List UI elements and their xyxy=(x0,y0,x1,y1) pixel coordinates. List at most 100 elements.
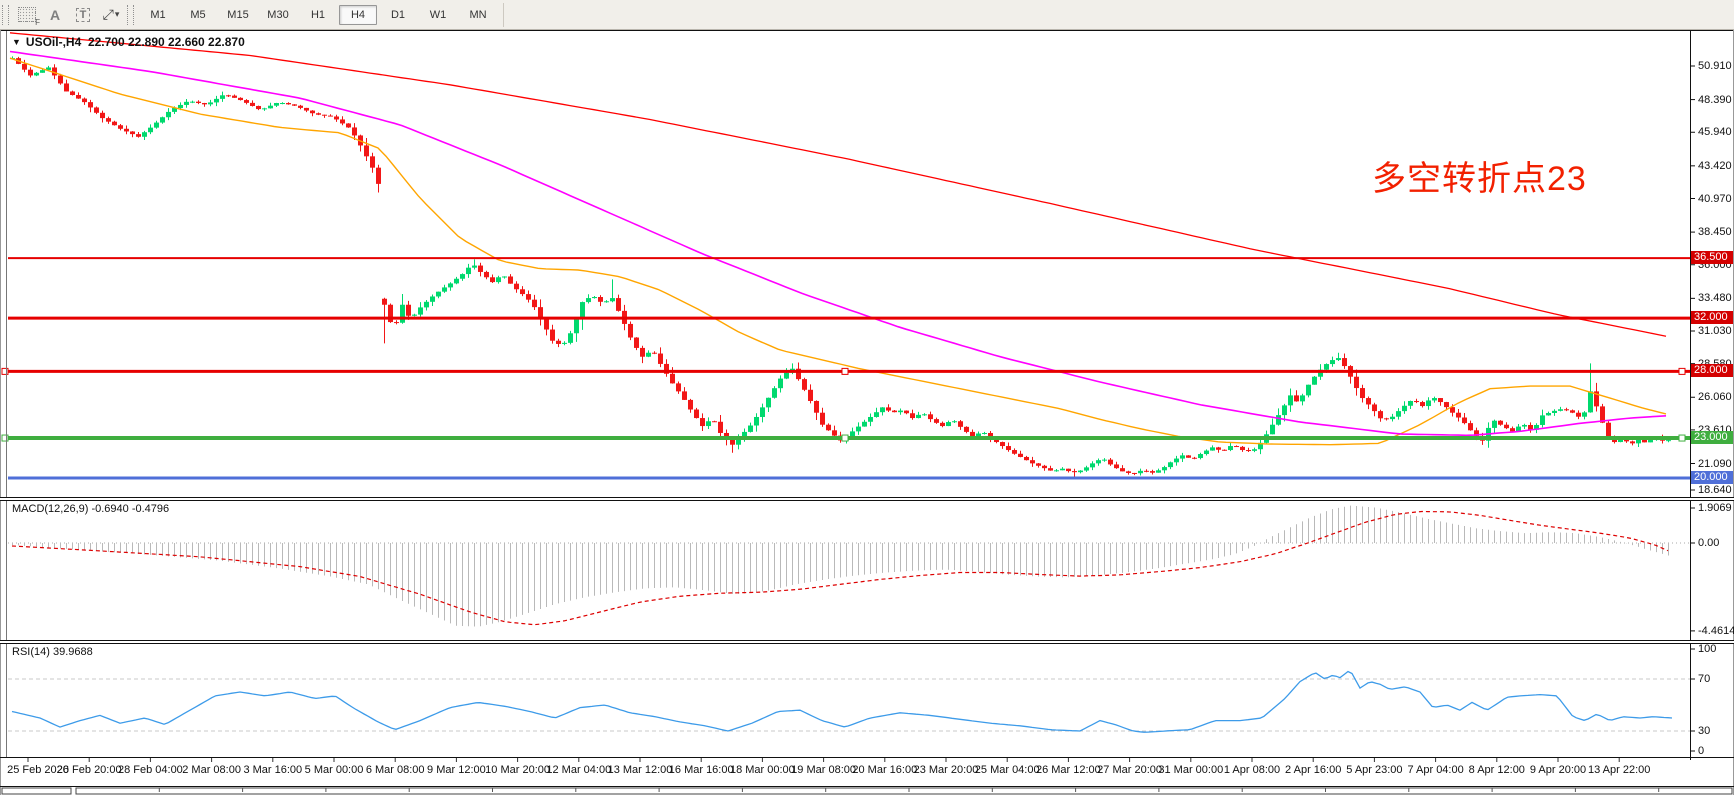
price-axis-label: 43.420 xyxy=(1698,159,1732,172)
t-glyph: T xyxy=(75,7,91,22)
date-axis-label: 10 Mar 20:00 xyxy=(485,764,551,776)
rsi-axis-label: 100 xyxy=(1698,643,1717,655)
hline-price-tag-23.000: 23.000 xyxy=(1691,431,1733,445)
macd-axis-label: 1.9069 xyxy=(1698,502,1732,514)
date-axis-label: 25 Mar 04:00 xyxy=(974,764,1040,776)
date-axis-label: 16 Mar 16:00 xyxy=(668,764,734,776)
rsi-bottom-border xyxy=(0,757,1734,758)
tf-button-mn[interactable]: MN xyxy=(469,8,487,21)
text-a-icon[interactable]: A xyxy=(43,4,67,26)
date-axis-label: 23 Mar 20:00 xyxy=(913,764,979,776)
ma-slow-line xyxy=(9,32,1667,337)
price-axis-label: 26.060 xyxy=(1698,391,1732,404)
date-axis-label: 26 Mar 12:00 xyxy=(1035,764,1101,776)
grid-glyph: F xyxy=(18,7,40,27)
symbol-period-label: USOil-,H4 xyxy=(25,35,82,49)
rsi-indicator-label: RSI(14) 39.9688 xyxy=(12,646,93,658)
price-axis-label: 50.910 xyxy=(1698,60,1732,72)
hline-handle[interactable] xyxy=(1,367,9,375)
scroll-strip-border xyxy=(0,786,1734,787)
chart-window-left-border xyxy=(0,30,1,795)
date-axis-label: 28 Feb 04:00 xyxy=(117,764,183,776)
hline-handle[interactable] xyxy=(1678,367,1686,375)
hline-handle[interactable] xyxy=(841,367,849,375)
tf-button-h4[interactable]: H4 xyxy=(339,4,377,25)
hline-price-tag-36.500: 36.500 xyxy=(1691,251,1733,265)
price-axis-label: 21.090 xyxy=(1698,457,1732,470)
price-axis-label: 18.640 xyxy=(1698,484,1732,496)
dropdown-caret-icon[interactable]: ▾ xyxy=(114,9,120,19)
date-axis-label: 2 Apr 16:00 xyxy=(1285,764,1342,776)
arrows-icon[interactable]: ⤢ ▾ xyxy=(99,4,123,26)
ma-fast-line xyxy=(9,57,1667,446)
hline-handle[interactable] xyxy=(1678,434,1686,442)
tf-button-m30[interactable]: M30 xyxy=(267,8,289,21)
tf-button-m5[interactable]: M5 xyxy=(190,8,206,21)
rsi-axis-label: 30 xyxy=(1698,725,1711,737)
tf-button-h1[interactable]: H1 xyxy=(310,8,326,21)
rsi-axis-label: 0 xyxy=(1698,745,1705,757)
macd-histogram xyxy=(12,505,1669,627)
price-axis-label: 48.390 xyxy=(1698,93,1732,106)
price-axis-label: 33.480 xyxy=(1698,292,1732,305)
date-axis-label: 13 Mar 12:00 xyxy=(607,764,673,776)
hline-handle[interactable] xyxy=(841,434,849,442)
macd-axis-label: -4.4614 xyxy=(1698,624,1734,637)
date-axis-label: 5 Mar 00:00 xyxy=(304,764,364,776)
a-glyph: A xyxy=(49,6,61,23)
price-axis-label: 31.030 xyxy=(1698,325,1732,337)
date-axis-label: 5 Apr 23:00 xyxy=(1346,764,1403,776)
price-axis-label: 40.970 xyxy=(1698,192,1732,205)
toolbar-separator xyxy=(503,2,504,27)
date-axis-label: 9 Apr 20:00 xyxy=(1529,764,1587,776)
chart-inner-left-border xyxy=(6,31,7,757)
rsi-axis-label: 70 xyxy=(1698,673,1711,685)
date-axis-label: 12 Mar 04:00 xyxy=(546,764,612,776)
date-axis-label: 20 Mar 16:00 xyxy=(852,764,918,776)
date-axis-label: 6 Mar 08:00 xyxy=(365,764,425,776)
tf-button-m1[interactable]: M1 xyxy=(150,8,166,21)
date-axis-label: 31 Mar 00:00 xyxy=(1158,764,1224,776)
ma-mid-line xyxy=(9,50,1667,437)
date-axis-label: 2 Mar 08:00 xyxy=(182,764,241,776)
fast-navigation-box[interactable] xyxy=(1,787,72,795)
date-axis-label: 13 Apr 22:00 xyxy=(1587,764,1651,776)
tf-button-m15[interactable]: M15 xyxy=(227,8,249,21)
hline-price-tag-28.000: 28.000 xyxy=(1691,364,1733,378)
date-axis-label: 9 Mar 12:00 xyxy=(427,764,486,776)
text-label-icon[interactable]: T xyxy=(71,4,95,26)
annotation-text[interactable]: 多空转折点23 xyxy=(1372,160,1587,198)
date-axis-label: 26 Feb 20:00 xyxy=(56,764,122,776)
toolbar-grip[interactable] xyxy=(2,4,9,25)
rsi-line xyxy=(11,670,1673,733)
hline-price-tag-20.000: 20.000 xyxy=(1691,471,1733,485)
date-axis-label: 18 Mar 00:00 xyxy=(729,764,795,776)
price-axis-label: 38.450 xyxy=(1698,226,1732,239)
h-scrollbar[interactable] xyxy=(75,787,1733,795)
collapse-triangle-icon[interactable]: ▼ xyxy=(12,37,21,47)
tf-button-w1[interactable]: W1 xyxy=(429,8,447,21)
chart-window-top-border xyxy=(0,30,1734,31)
price-axis-border xyxy=(1690,31,1691,760)
tf-button-d1[interactable]: D1 xyxy=(390,8,406,21)
timeframe-group-grip[interactable] xyxy=(127,4,134,25)
macd-indicator-label: MACD(12,26,9) -0.6940 -0.4796 xyxy=(12,503,170,515)
date-axis-label: 27 Mar 20:00 xyxy=(1097,764,1163,776)
hline-handle[interactable] xyxy=(1,434,9,442)
arrows-glyph: ⤢ xyxy=(102,6,114,22)
grid-f-label: F xyxy=(35,18,40,27)
date-axis-label: 8 Apr 12:00 xyxy=(1468,764,1525,776)
toolbar: F A T ⤢ ▾ M1 M5 M15 M30 H1 H4 D1 W1 MN xyxy=(0,0,1734,30)
macd-rsi-separator[interactable] xyxy=(0,640,1734,644)
fibonacci-grid-icon[interactable]: F xyxy=(15,4,40,27)
price-axis-label: 45.940 xyxy=(1698,126,1732,139)
date-axis-label: 7 Apr 04:00 xyxy=(1407,764,1464,776)
timeframe-group: M1 M5 M15 M30 H1 H4 D1 W1 MN xyxy=(138,4,498,25)
date-axis-label: 1 Apr 08:00 xyxy=(1223,764,1281,776)
main-macd-separator[interactable] xyxy=(0,497,1734,501)
macd-axis-label: 0.00 xyxy=(1698,537,1720,549)
date-axis-label: 19 Mar 08:00 xyxy=(791,764,857,776)
date-axis-label: 25 Feb 2020 xyxy=(7,764,69,776)
